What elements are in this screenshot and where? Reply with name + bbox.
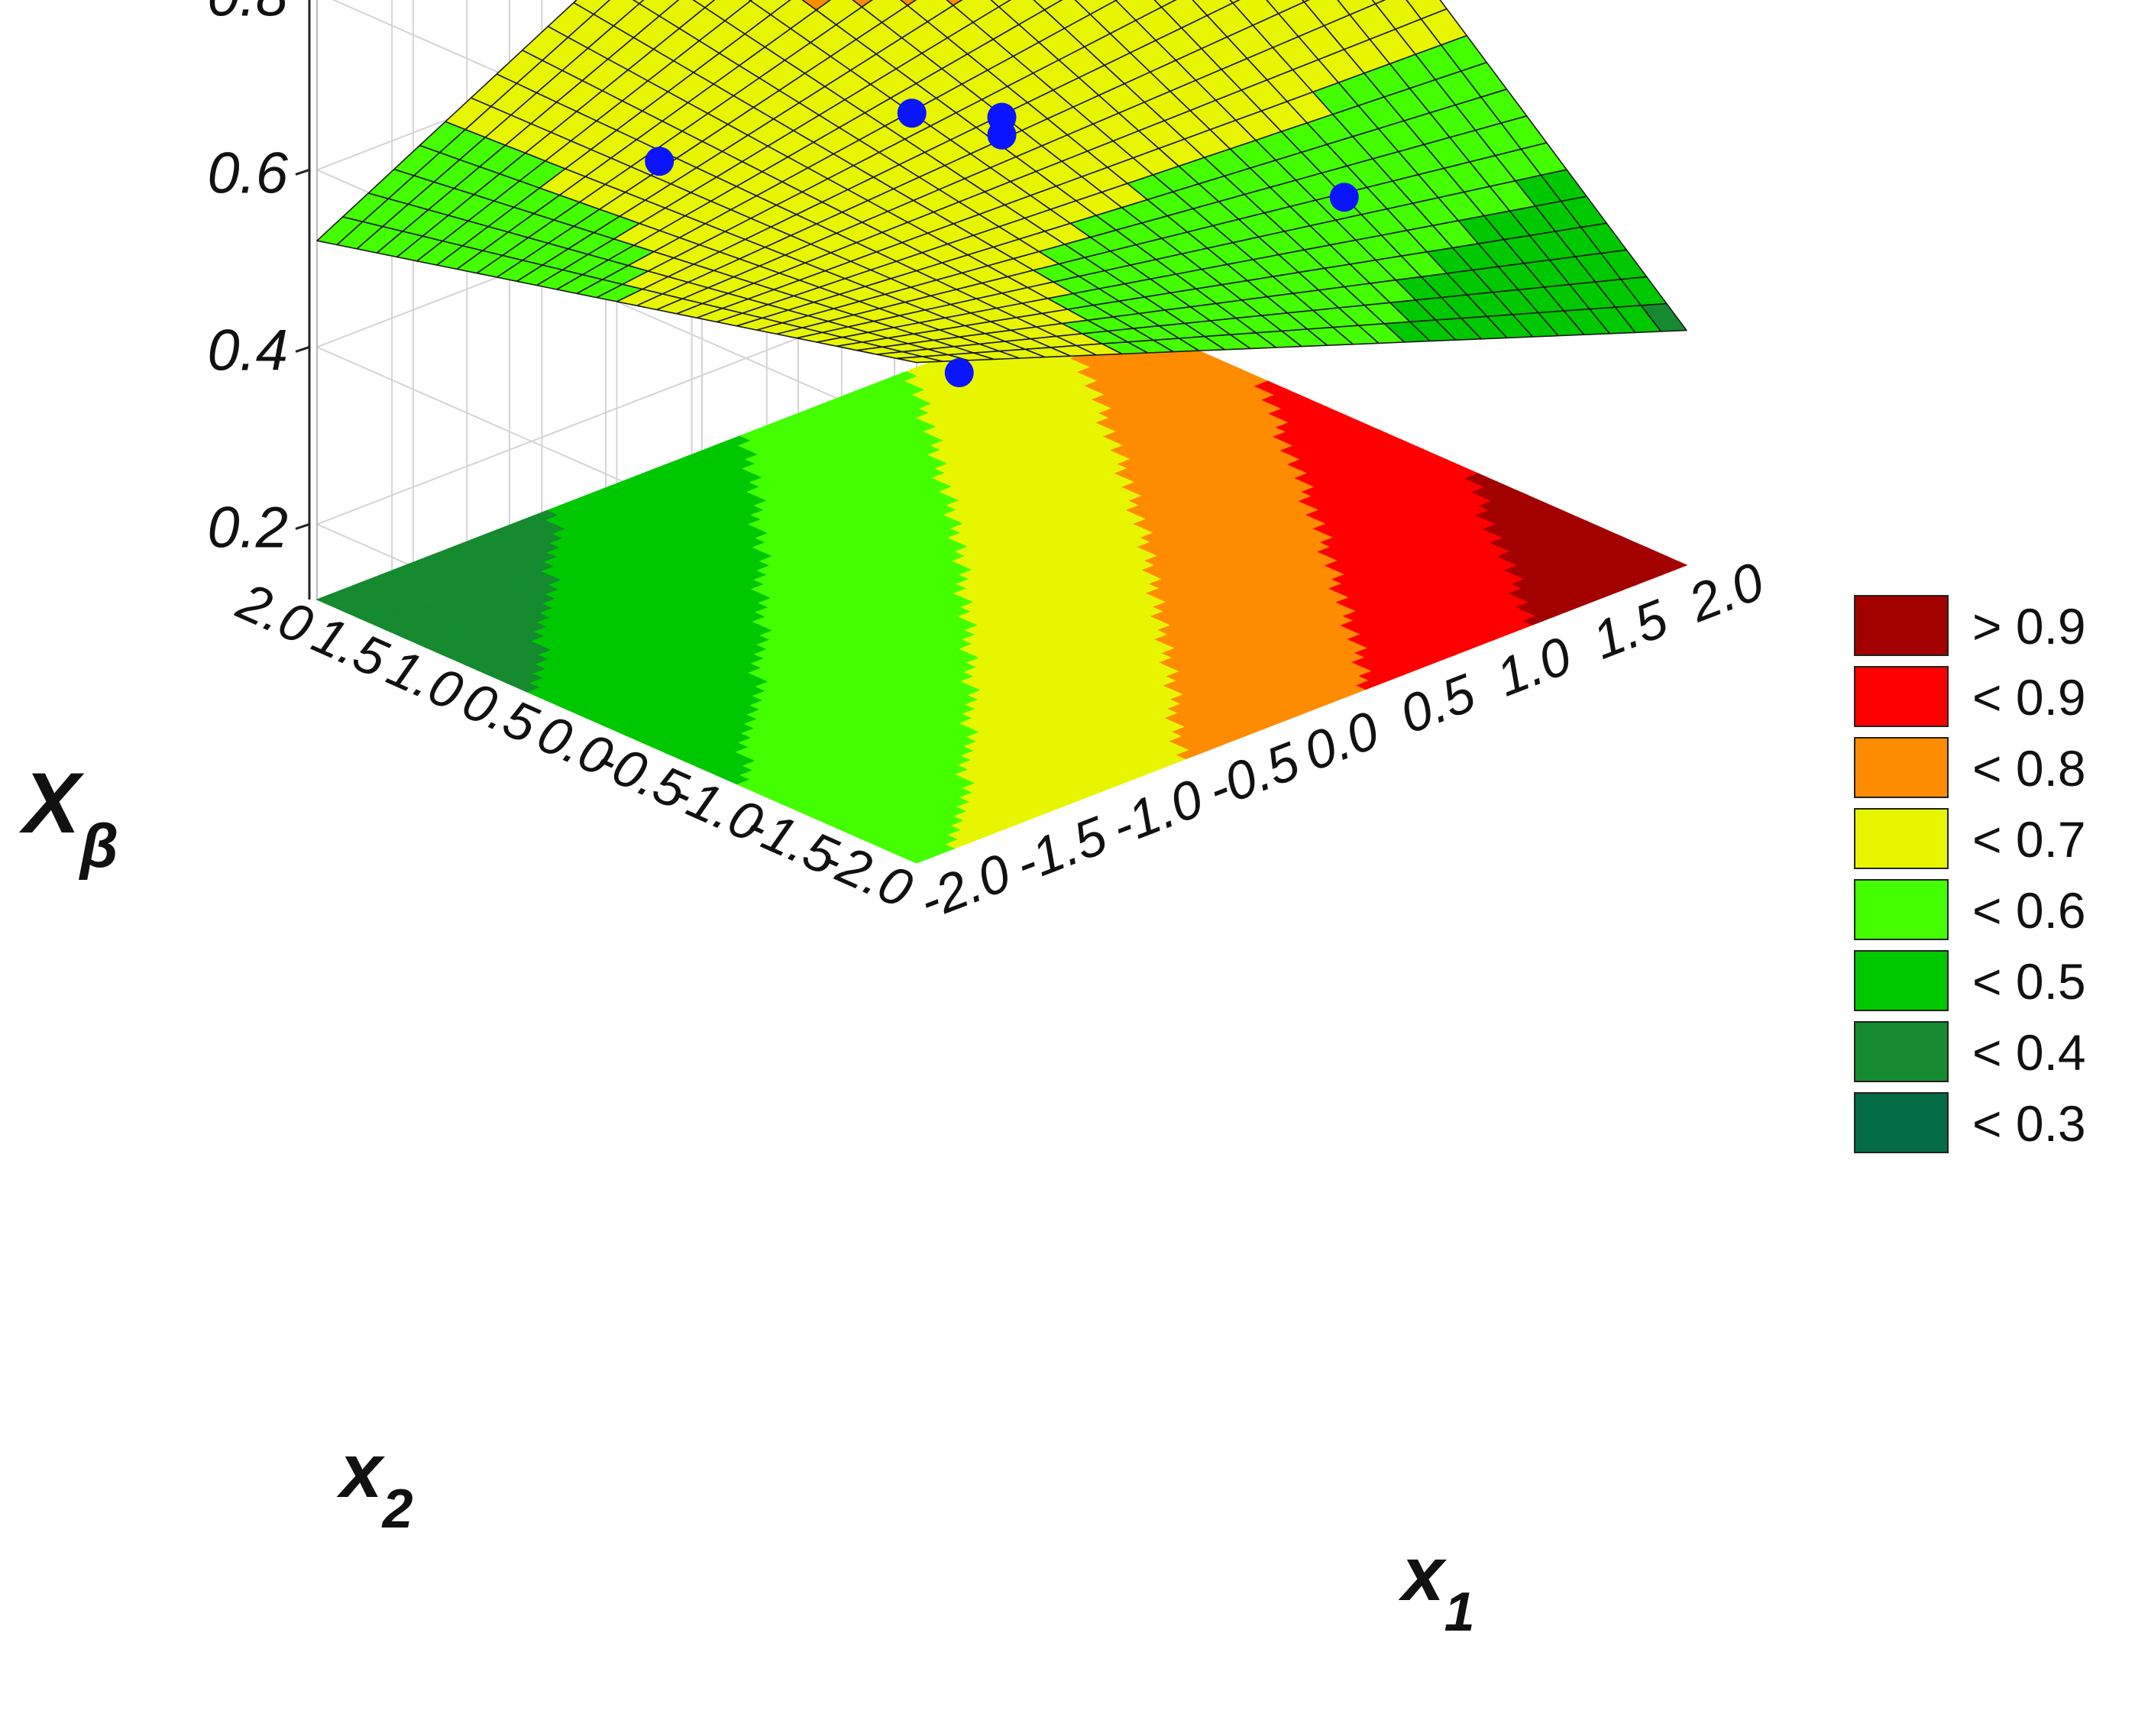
legend-label: < 0.6 xyxy=(1972,882,2086,939)
z-tick-mark xyxy=(295,168,310,176)
legend-swatch xyxy=(1854,808,1949,869)
legend-label: > 0.9 xyxy=(1972,598,2086,655)
legend-swatch xyxy=(1854,666,1949,727)
legend-swatch xyxy=(1854,737,1949,798)
legend-label: < 0.8 xyxy=(1972,740,2086,797)
x1-tick-label: 1.5 xyxy=(1584,588,1676,671)
legend-label: < 0.4 xyxy=(1972,1024,2086,1081)
legend-label: < 0.5 xyxy=(1972,953,2086,1010)
data-point xyxy=(645,147,674,176)
legend-swatch xyxy=(1854,1092,1949,1153)
surface-cell xyxy=(896,356,943,364)
z-tick-label: 0.4 xyxy=(207,318,288,383)
x1-tick-label: 2.0 xyxy=(1680,551,1771,633)
data-point xyxy=(944,358,974,388)
z-tick-mark xyxy=(295,522,310,530)
x1-tick-label: 0.5 xyxy=(1392,662,1483,745)
z-tick-label: 0.6 xyxy=(207,141,288,205)
data-point xyxy=(987,120,1017,150)
data-point xyxy=(1329,183,1359,212)
z-tick-label: 0.8 xyxy=(207,0,288,28)
legend-swatch xyxy=(1854,595,1949,656)
legend: > 0.9 < 0.9 < 0.8 < 0.7 < 0.6 < 0.5 < 0.4 < 0.3 xyxy=(1854,595,2086,1153)
surface-cell xyxy=(899,0,917,6)
surface-cell xyxy=(852,0,874,8)
z-tick-label: 0.2 xyxy=(207,495,288,560)
surface-cell xyxy=(990,0,1012,8)
contour-floor xyxy=(315,301,1688,864)
response-surface xyxy=(316,0,1687,364)
legend-swatch xyxy=(1854,950,1949,1011)
x2-axis-title: x2 xyxy=(336,1428,413,1540)
z-tick-mark xyxy=(295,345,310,353)
x1-axis-title: x1 xyxy=(1398,1531,1475,1643)
x1-tick-label: 1.0 xyxy=(1488,626,1579,708)
legend-label: < 0.9 xyxy=(1972,669,2086,726)
x2-tick-label: 2.0 xyxy=(228,571,322,655)
x1-tick-label: 0.0 xyxy=(1296,700,1386,782)
legend-swatch xyxy=(1854,1021,1949,1082)
observed-points xyxy=(645,99,1359,388)
data-point xyxy=(897,99,927,128)
surface-cell xyxy=(692,0,716,8)
surface-cell xyxy=(946,0,963,6)
legend-label: < 0.7 xyxy=(1972,811,2086,868)
z-axis-title: Xβ xyxy=(18,755,118,881)
legend-swatch xyxy=(1854,879,1949,940)
legend-label: < 0.3 xyxy=(1972,1095,2086,1152)
